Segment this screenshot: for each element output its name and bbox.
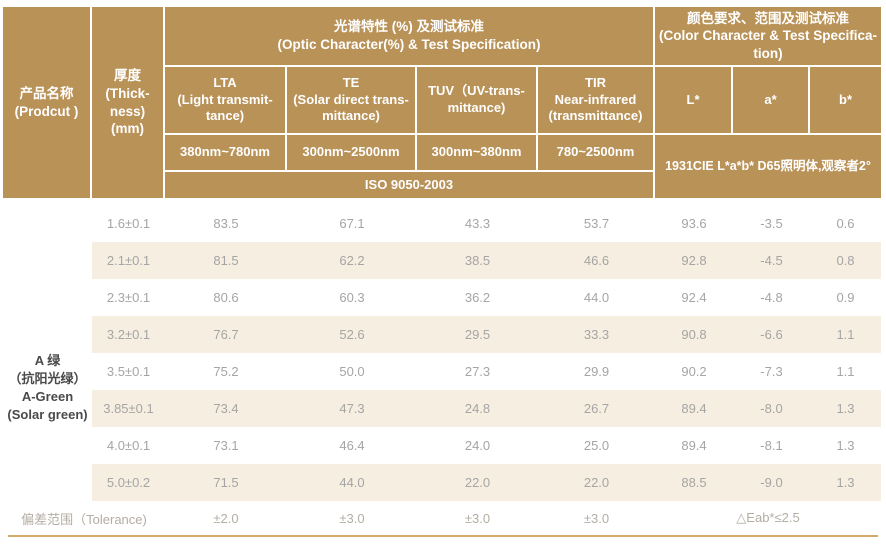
b-star-value: 1.3 bbox=[810, 464, 881, 501]
lta-value: 73.1 bbox=[213, 438, 239, 453]
lta-header: LTA (Light transmit- tance) bbox=[165, 67, 285, 133]
tuv-value: 36.2 bbox=[464, 290, 491, 305]
b-star-value: 1.1 bbox=[810, 316, 881, 353]
te-header: TE (Solar direct trans- mittance) bbox=[287, 67, 415, 133]
lta-value: 81.5 bbox=[165, 242, 287, 279]
optic-group-header: 光谱特性 (%) 及测试标准 (Optic Character(%) & Tes… bbox=[165, 7, 653, 65]
te-value: 62.2 bbox=[287, 242, 417, 279]
l-star-value: 89.4 bbox=[655, 390, 733, 427]
thickness-cell: 2.1±0.1 bbox=[92, 242, 165, 279]
tir-value: 44.0 bbox=[583, 290, 610, 305]
te-value: 60.3 bbox=[339, 290, 365, 305]
te-value: 67.1 bbox=[339, 216, 365, 231]
a-star-value: -3.5 bbox=[760, 216, 783, 231]
tir-range: 780~2500nm bbox=[538, 135, 653, 170]
b-star-value: 1.1 bbox=[836, 364, 855, 379]
thickness-cell: 3.2±0.1 bbox=[92, 316, 165, 353]
l-star-value: 93.6 bbox=[681, 216, 707, 231]
product-name-header: 产品名称 (Prodcut ) bbox=[3, 7, 90, 198]
tir-value: 46.6 bbox=[538, 242, 655, 279]
tuv-value: 43.3 bbox=[464, 216, 491, 231]
tuv-value: 38.5 bbox=[417, 242, 538, 279]
te-value: 46.4 bbox=[339, 438, 365, 453]
thickness-cell: 2.3±0.1 bbox=[106, 290, 151, 305]
b-star-value: 0.9 bbox=[836, 290, 855, 305]
b-star-value: 0.6 bbox=[836, 216, 855, 231]
a-star-value: -8.1 bbox=[760, 438, 783, 453]
thickness-cell: 3.85±0.1 bbox=[92, 390, 165, 427]
te-value: 47.3 bbox=[287, 390, 417, 427]
l-star-value: 92.8 bbox=[655, 242, 733, 279]
tir-value: 33.3 bbox=[538, 316, 655, 353]
color-group-header: 颜色要求、范围及测试标准 (Color Character & Test Spe… bbox=[655, 7, 881, 65]
tir-value: 25.0 bbox=[583, 438, 610, 453]
a-star-value: -7.3 bbox=[760, 364, 783, 379]
table-header: 产品名称 (Prodcut ) 厚度 (Thick- ness) (mm) 光谱… bbox=[3, 7, 881, 198]
tuv-value: 22.0 bbox=[417, 464, 538, 501]
b-star-value: 0.8 bbox=[810, 242, 881, 279]
l-star-header: L* bbox=[655, 67, 731, 133]
thickness-cell: 1.6±0.1 bbox=[106, 216, 151, 231]
a-star-value: -9.0 bbox=[733, 464, 810, 501]
tir-value: 22.0 bbox=[538, 464, 655, 501]
l-star-value: 90.8 bbox=[655, 316, 733, 353]
tir-value: 53.7 bbox=[583, 216, 610, 231]
l-star-value: 89.4 bbox=[681, 438, 707, 453]
product-name-cell: A 绿 （抗阳光绿） A-Green (Solar green) bbox=[3, 205, 92, 501]
tuv-value: 29.5 bbox=[417, 316, 538, 353]
tuv-value: 24.0 bbox=[464, 438, 491, 453]
tuv-header: TUV（UV-trans- mittance) bbox=[417, 67, 536, 133]
te-range: 300nm~2500nm bbox=[287, 135, 415, 170]
tolerance-lta-value: ±2.0 bbox=[213, 510, 239, 526]
bottom-divider bbox=[8, 535, 878, 537]
te-value: 50.0 bbox=[339, 364, 365, 379]
lta-value: 71.5 bbox=[165, 464, 287, 501]
tuv-value: 24.8 bbox=[417, 390, 538, 427]
tuv-range: 300nm~380nm bbox=[417, 135, 536, 170]
tolerance-label: 偏差范围（Tolerance) bbox=[21, 511, 147, 527]
l-star-value: 92.4 bbox=[681, 290, 707, 305]
b-star-header: b* bbox=[810, 67, 881, 133]
lta-value: 76.7 bbox=[165, 316, 287, 353]
table-body: A 绿 （抗阳光绿） A-Green (Solar green) 1.6±0.1… bbox=[3, 205, 881, 535]
lta-value: 73.4 bbox=[165, 390, 287, 427]
tir-header: TIR Near-infrared (transmittance) bbox=[538, 67, 653, 133]
spec-table: 产品名称 (Prodcut ) 厚度 (Thick- ness) (mm) 光谱… bbox=[0, 7, 886, 553]
thickness-header: 厚度 (Thick- ness) (mm) bbox=[92, 7, 163, 198]
color-standard-cell: 1931CIE L*a*b* D65照明体,观察者2° bbox=[655, 135, 881, 198]
thickness-cell: 5.0±0.2 bbox=[92, 464, 165, 501]
a-star-value: -8.0 bbox=[733, 390, 810, 427]
tolerance-te-value: ±3.0 bbox=[339, 510, 365, 526]
te-value: 44.0 bbox=[287, 464, 417, 501]
optic-standard-cell: ISO 9050-2003 bbox=[165, 172, 653, 198]
b-star-value: 1.3 bbox=[810, 390, 881, 427]
tuv-value: 27.3 bbox=[464, 364, 491, 379]
lta-value: 75.2 bbox=[213, 364, 239, 379]
tolerance-tir-value: ±3.0 bbox=[583, 510, 610, 526]
a-star-header: a* bbox=[733, 67, 808, 133]
thickness-cell: 3.5±0.1 bbox=[106, 364, 151, 379]
l-star-value: 90.2 bbox=[681, 364, 707, 379]
lta-value: 83.5 bbox=[213, 216, 239, 231]
te-value: 52.6 bbox=[287, 316, 417, 353]
lta-value: 80.6 bbox=[213, 290, 239, 305]
color-tolerance-value: △Eab*≤2.5 bbox=[736, 510, 800, 525]
tir-value: 26.7 bbox=[538, 390, 655, 427]
thickness-cell: 4.0±0.1 bbox=[106, 438, 151, 453]
a-star-value: -6.6 bbox=[733, 316, 810, 353]
a-star-value: -4.8 bbox=[760, 290, 783, 305]
table-wrap: 产品名称 (Prodcut ) 厚度 (Thick- ness) (mm) 光谱… bbox=[3, 7, 881, 537]
tir-value: 29.9 bbox=[583, 364, 610, 379]
tolerance-tuv-value: ±3.0 bbox=[464, 510, 491, 526]
l-star-value: 88.5 bbox=[655, 464, 733, 501]
lta-range: 380nm~780nm bbox=[165, 135, 285, 170]
b-star-value: 1.3 bbox=[836, 438, 855, 453]
a-star-value: -4.5 bbox=[733, 242, 810, 279]
